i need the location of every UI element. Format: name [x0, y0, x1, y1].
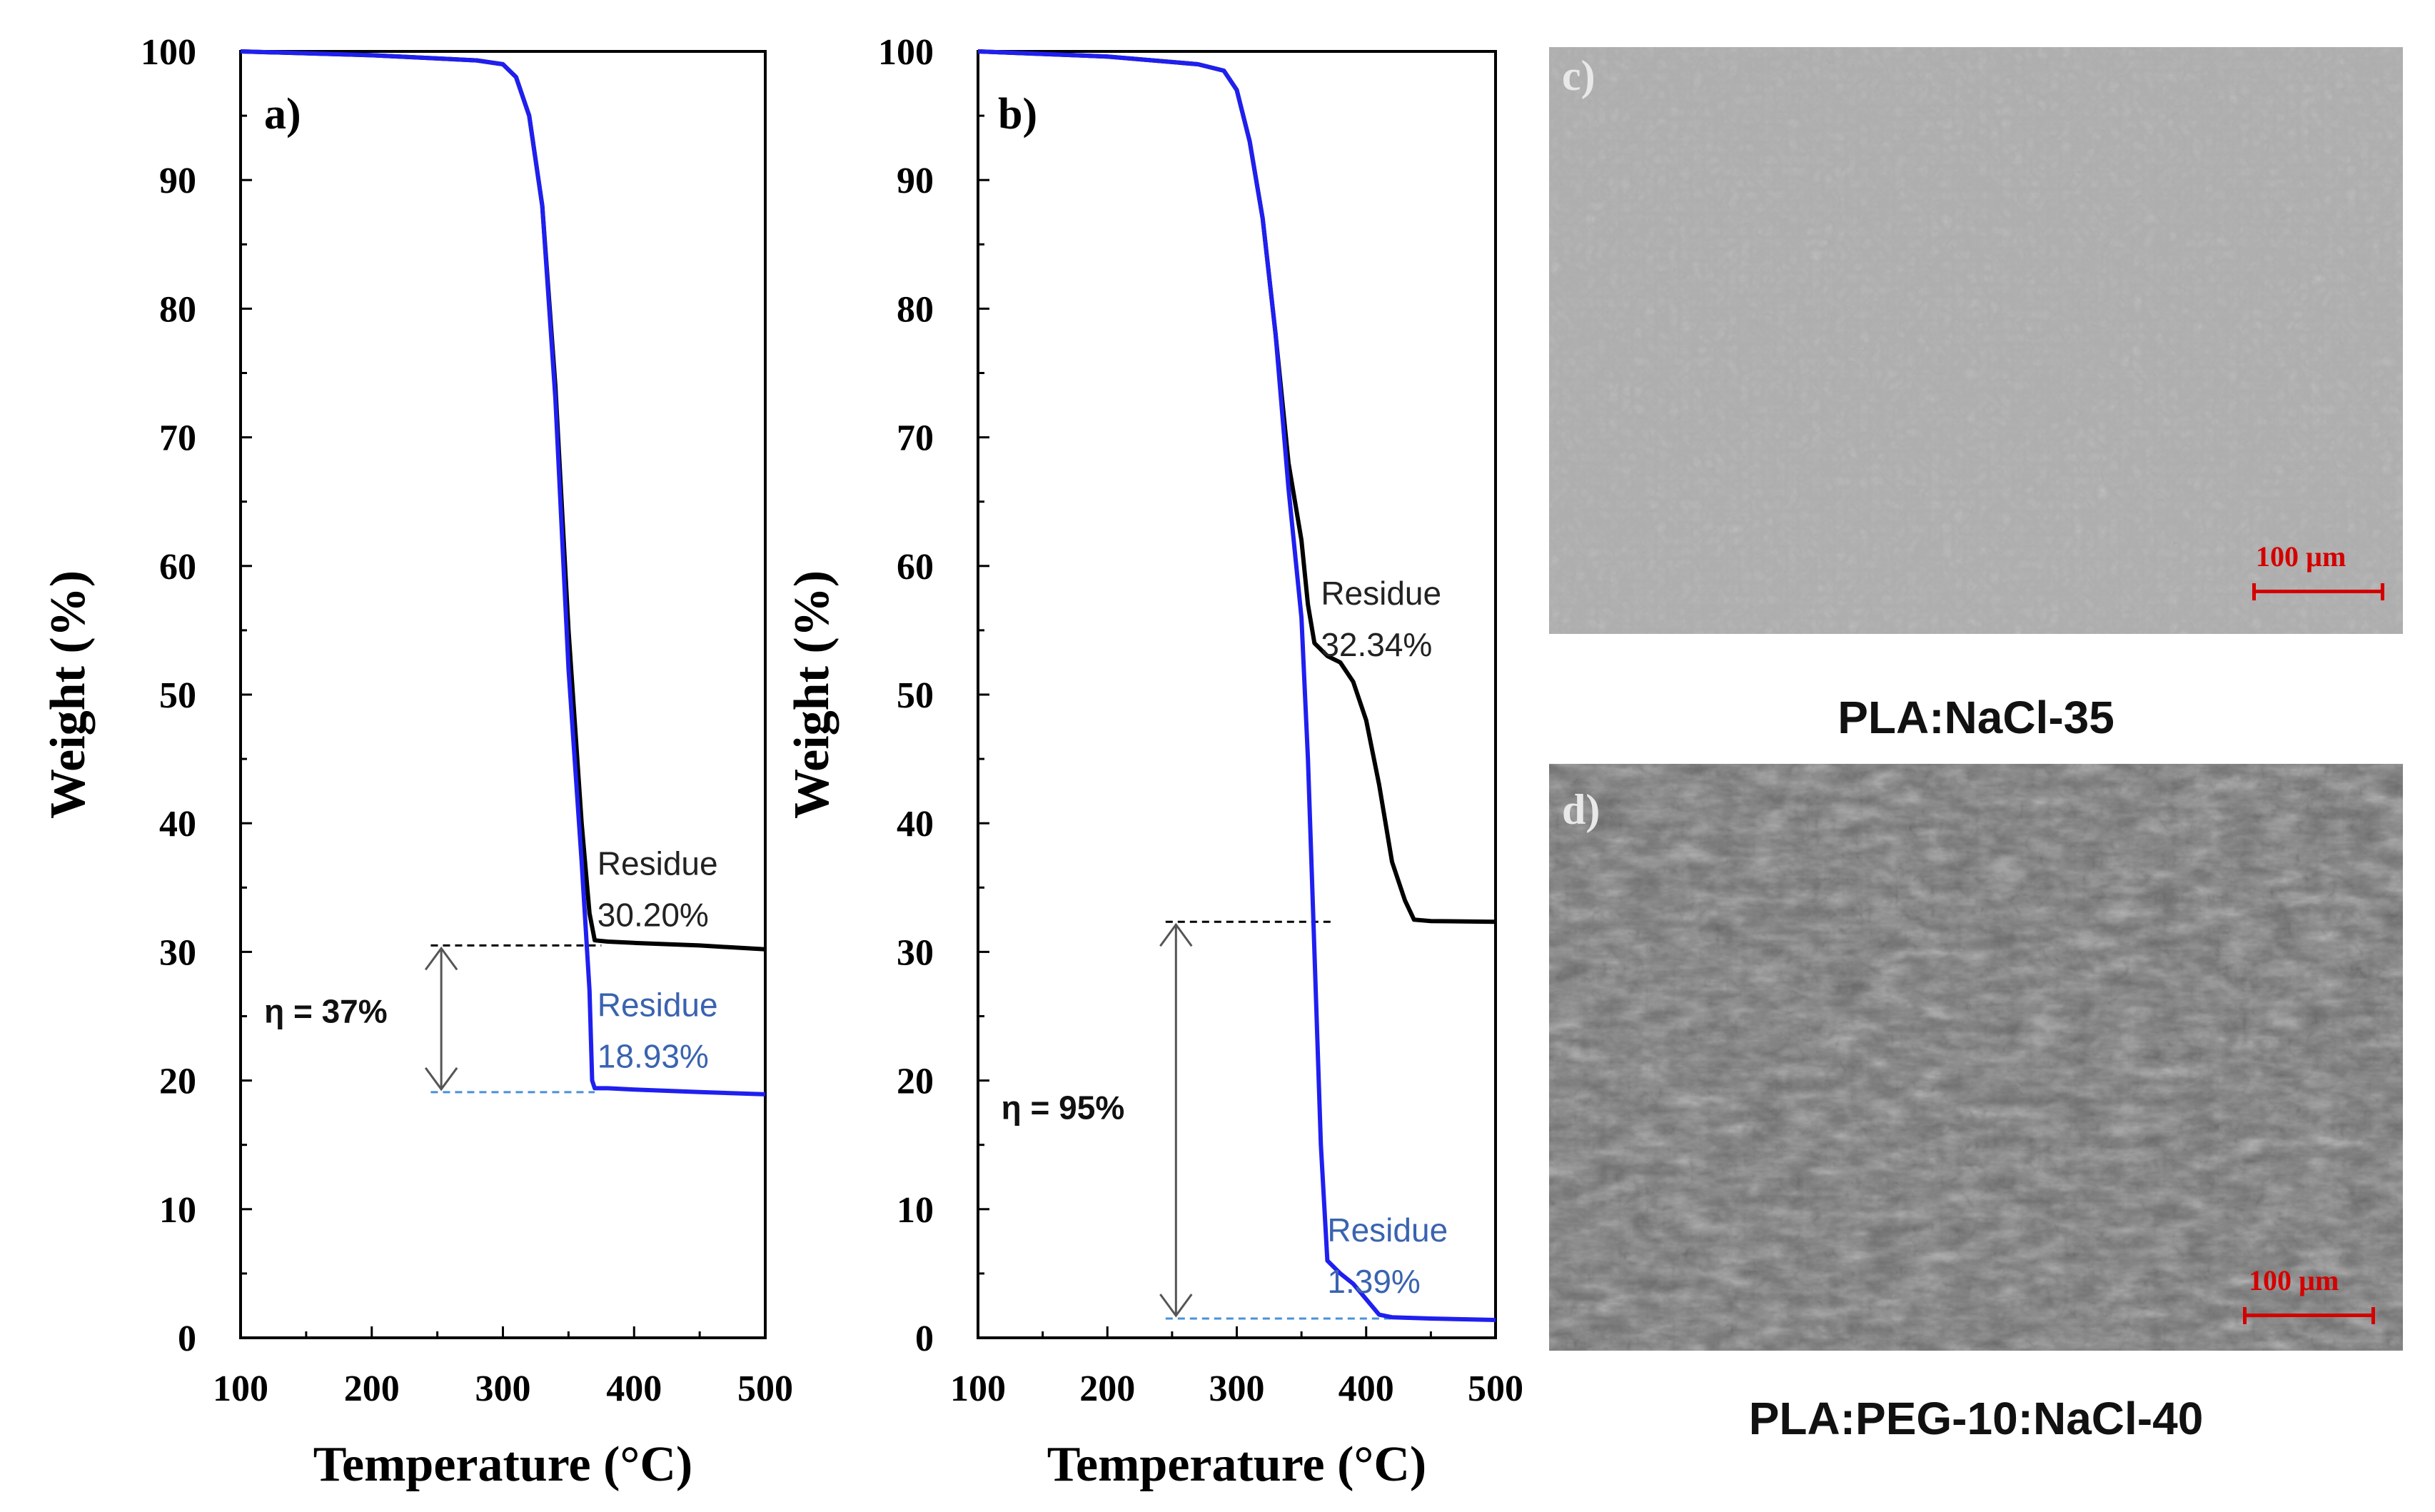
caption-d: PLA:PEG-10:NaCl-40 — [1748, 1393, 2204, 1444]
x-tick-label: 400 — [606, 1369, 662, 1409]
y-tick-label: 0 — [178, 1319, 196, 1359]
y-tick-label: 0 — [915, 1319, 934, 1359]
residue-value: 30.20% — [598, 896, 709, 933]
plot-frame — [977, 50, 1497, 1339]
y-tick-label: 90 — [897, 161, 934, 201]
y-tick-label: 100 — [878, 32, 934, 73]
residue-value: 32.34% — [1321, 626, 1432, 663]
chart-a: 0 10 20 30 40 50 60 70 80 90 100 100 200 300 400 500 Tem… — [41, 32, 793, 1492]
y-tick-label: 20 — [897, 1062, 934, 1102]
y-tick-label: 80 — [897, 289, 934, 330]
x-axis-title: Temperature (°C) — [313, 1437, 693, 1492]
residue-label: Residue — [598, 845, 718, 882]
residue-label: Residue — [1327, 1211, 1448, 1249]
y-tick-label: 60 — [159, 547, 196, 588]
eta-arrowhead-top — [1159, 922, 1193, 947]
scale-label-d: 100 µm — [2249, 1264, 2339, 1296]
y-tick-label: 90 — [159, 161, 196, 201]
y-axis-title: Weight (%) — [41, 570, 96, 819]
x-tick-label: 300 — [1209, 1369, 1265, 1409]
eta-arrowhead-bottom — [424, 1067, 458, 1092]
panel-label-d: d) — [1562, 786, 1600, 833]
y-tick-label: 70 — [159, 418, 196, 459]
y-tick-label: 80 — [159, 289, 196, 330]
sem-image-d: d) 100 µm — [1549, 764, 2403, 1351]
series-line-blue — [977, 49, 1496, 1322]
x-tick-label: 200 — [1079, 1369, 1135, 1409]
x-axis-title: Temperature (°C) — [1047, 1437, 1427, 1492]
x-tick-label: 500 — [1468, 1369, 1523, 1409]
y-tick-label: 50 — [159, 675, 196, 716]
chart-b: 0 10 20 30 40 50 60 70 80 90 100 100 200 300 400 500 Tem… — [785, 32, 1523, 1492]
eta-arrowhead-top — [424, 946, 458, 971]
series-line-blue — [240, 49, 766, 1097]
series-line-black — [240, 49, 766, 952]
y-tick-label: 10 — [897, 1190, 934, 1231]
sem-texture-c — [1549, 47, 2403, 634]
y-tick-label: 40 — [897, 804, 934, 845]
series-line-black — [977, 49, 1496, 924]
residue-value: 1.39% — [1327, 1263, 1420, 1300]
y-tick-label: 50 — [897, 675, 934, 716]
x-tick-label: 500 — [737, 1369, 793, 1409]
x-tick-label: 400 — [1339, 1369, 1394, 1409]
panel-label: a) — [264, 90, 301, 138]
scale-label-c: 100 µm — [2256, 540, 2346, 573]
x-tick-label: 100 — [213, 1369, 268, 1409]
plot-frame — [239, 50, 767, 1339]
eta-arrowhead-bottom — [1159, 1294, 1193, 1318]
residue-value: 18.93% — [598, 1038, 709, 1075]
sem-image-c: c) 100 µm — [1549, 47, 2403, 634]
y-tick-label: 30 — [159, 932, 196, 973]
sem-texture-d — [1549, 764, 2403, 1351]
y-tick-label: 60 — [897, 547, 934, 588]
y-axis-title: Weight (%) — [785, 570, 840, 819]
scale-bar-d — [2243, 1307, 2375, 1324]
panel-label: b) — [998, 90, 1037, 138]
y-tick-label: 100 — [141, 32, 196, 73]
x-tick-label: 100 — [950, 1369, 1006, 1409]
y-tick-label: 30 — [897, 932, 934, 973]
residue-label: Residue — [598, 987, 718, 1024]
eta-label: η = 37% — [264, 993, 388, 1030]
panel-label-c: c) — [1562, 52, 1595, 99]
eta-label: η = 95% — [1002, 1089, 1125, 1127]
caption-c: PLA:NaCl-35 — [1837, 692, 2114, 743]
x-tick-label: 200 — [344, 1369, 400, 1409]
y-tick-label: 10 — [159, 1190, 196, 1231]
y-tick-label: 40 — [159, 804, 196, 845]
x-tick-label: 300 — [475, 1369, 531, 1409]
residue-label: Residue — [1321, 575, 1441, 612]
y-tick-label: 70 — [897, 418, 934, 459]
y-tick-label: 20 — [159, 1062, 196, 1102]
scale-bar-c — [2252, 583, 2384, 600]
